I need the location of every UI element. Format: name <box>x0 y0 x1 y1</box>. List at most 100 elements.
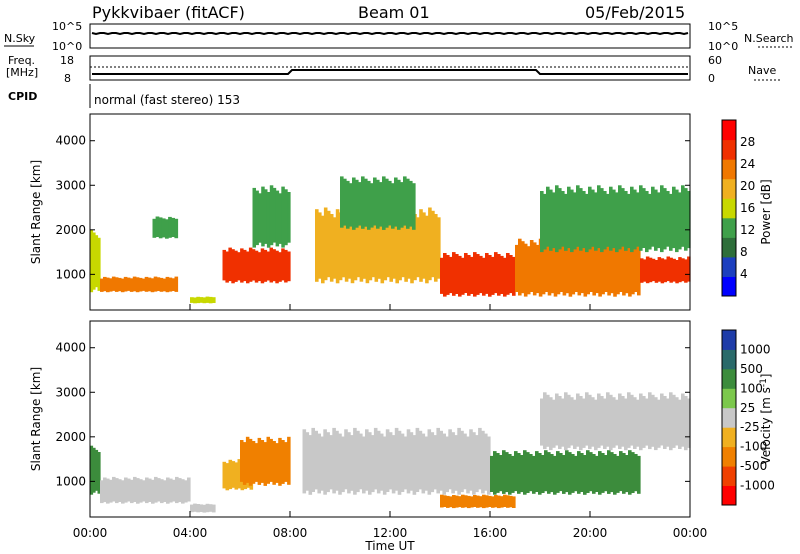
velocity-region-1-strip <box>184 480 188 503</box>
power-region-4-strip <box>243 249 247 282</box>
power-region-1-strip <box>159 277 164 292</box>
power-region-6-strip <box>425 215 429 284</box>
velocity-region-3-strip <box>222 461 227 489</box>
velocity-region-8-strip <box>538 453 542 495</box>
power-region-7-strip <box>355 179 359 228</box>
power-region-10-strip <box>642 188 646 248</box>
velocity-region-1-strip <box>187 477 191 502</box>
power-region-5-strip <box>269 185 274 246</box>
velocity-colorbar-label: Velocity [m s-1] <box>759 374 773 465</box>
velocity-region-4-strip <box>254 443 259 482</box>
velocity-region-6-strip <box>302 429 307 494</box>
velocity-region-8-strip <box>577 451 581 494</box>
velocity-region-8-strip <box>583 455 587 495</box>
velocity-region-9-strip <box>546 394 550 447</box>
velocity-region-9-strip <box>672 394 676 448</box>
power-region-10-strip <box>654 189 658 251</box>
colorbar-tick-label: -100 <box>740 440 767 454</box>
velocity-region-8-strip <box>553 455 557 495</box>
velocity-region-1-strip <box>100 480 104 504</box>
power-region-7-strip <box>361 176 365 229</box>
power-region-9-strip <box>556 244 561 295</box>
colorbar-swatch <box>722 407 736 428</box>
power-region-10-strip <box>630 186 634 253</box>
velocity-region-7-strip <box>491 496 495 508</box>
power-region-8-strip <box>512 256 516 296</box>
power-region-4-strip <box>278 252 282 282</box>
power-region-6-strip <box>431 210 435 278</box>
velocity-region-6-strip <box>400 433 405 492</box>
velocity-region-6-strip <box>406 429 411 494</box>
velocity-region-3-strip <box>231 461 236 488</box>
velocity-region-1-strip <box>148 478 152 502</box>
power-region-10-strip <box>576 185 580 247</box>
power-region-9-strip <box>521 241 525 294</box>
power-region-1-strip <box>165 276 170 293</box>
beam-title: Beam 01 <box>358 3 430 22</box>
power-region-10-strip <box>681 185 685 247</box>
y-tick-label: 2000 <box>55 430 86 444</box>
colorbar-tick-label: 28 <box>740 135 755 149</box>
velocity-region-8-strip <box>580 453 584 492</box>
power-region-10-strip <box>600 188 604 253</box>
power-region-10-strip <box>549 189 553 251</box>
power-region-3-strip <box>205 296 210 303</box>
velocity-region-9-strip <box>606 392 610 447</box>
power-region-1-strip <box>162 278 167 292</box>
power-region-10-strip <box>636 192 640 247</box>
power-region-10-strip <box>609 186 613 251</box>
colorbar-tick-label: 100 <box>740 381 763 395</box>
velocity-region-8-strip <box>496 453 500 493</box>
power-region-4-strip <box>275 250 279 284</box>
velocity-region-6-strip <box>308 435 313 495</box>
power-region-6-strip <box>350 214 355 284</box>
power-region-6-strip <box>386 207 390 278</box>
power-region-8-strip <box>452 252 456 296</box>
power-region-4-strip <box>257 252 262 282</box>
velocity-region-7-strip <box>500 496 504 508</box>
power-region-11-strip <box>654 260 659 283</box>
velocity-region-7-strip <box>458 496 462 508</box>
power-region-1-strip <box>150 278 155 293</box>
velocity-region-8-strip <box>604 455 608 492</box>
power-region-4-strip <box>272 249 276 282</box>
colorbar-frame <box>721 119 737 297</box>
power-region-6-strip <box>407 207 411 279</box>
power-region-4-strip <box>263 249 268 282</box>
power-region-10-strip <box>648 193 652 250</box>
power-region-7-strip <box>412 183 416 230</box>
velocity-region-1-strip <box>136 478 140 504</box>
velocity-region-3-strip <box>228 459 233 490</box>
velocity-region-7-strip <box>467 495 471 509</box>
power-panel: 1000 2000 3000 4000 Slant Range [km] <box>29 113 691 311</box>
velocity-region-8-strip <box>634 454 638 492</box>
velocity-region-6-strip <box>376 430 381 494</box>
velocity-region-4-strip <box>248 438 253 486</box>
velocity-region-1-strip <box>106 478 110 504</box>
power-region-11-strip <box>648 257 653 283</box>
velocity-region-4-strip <box>284 442 288 482</box>
colorbar-tick-label: 4 <box>740 267 748 281</box>
power-region-8-strip <box>506 253 510 295</box>
velocity-region-2-strip <box>211 504 216 513</box>
velocity-region-6-strip <box>424 436 429 491</box>
power-region-9-strip <box>515 244 519 292</box>
power-region-7-strip <box>406 178 410 229</box>
velocity-region-9-strip <box>558 396 562 449</box>
power-region-1-strip <box>103 276 107 292</box>
power-region-10-strip <box>660 185 664 253</box>
velocity-region-8-strip <box>622 453 626 494</box>
velocity-region-9-strip <box>684 396 688 451</box>
velocity-region-6-strip <box>409 432 414 491</box>
colorbar-tick-label: -25 <box>740 420 760 434</box>
power-region-8-strip <box>503 257 507 297</box>
power-region-6-strip <box>318 212 322 279</box>
velocity-region-1-strip <box>127 478 131 502</box>
power-region-10-strip <box>552 192 556 249</box>
power-region-10-strip <box>558 188 562 250</box>
velocity-region-0-strip <box>95 449 99 491</box>
velocity-region-8-strip <box>616 455 620 493</box>
power-region-9-strip <box>607 243 611 296</box>
velocity-region-6-strip <box>305 432 310 491</box>
